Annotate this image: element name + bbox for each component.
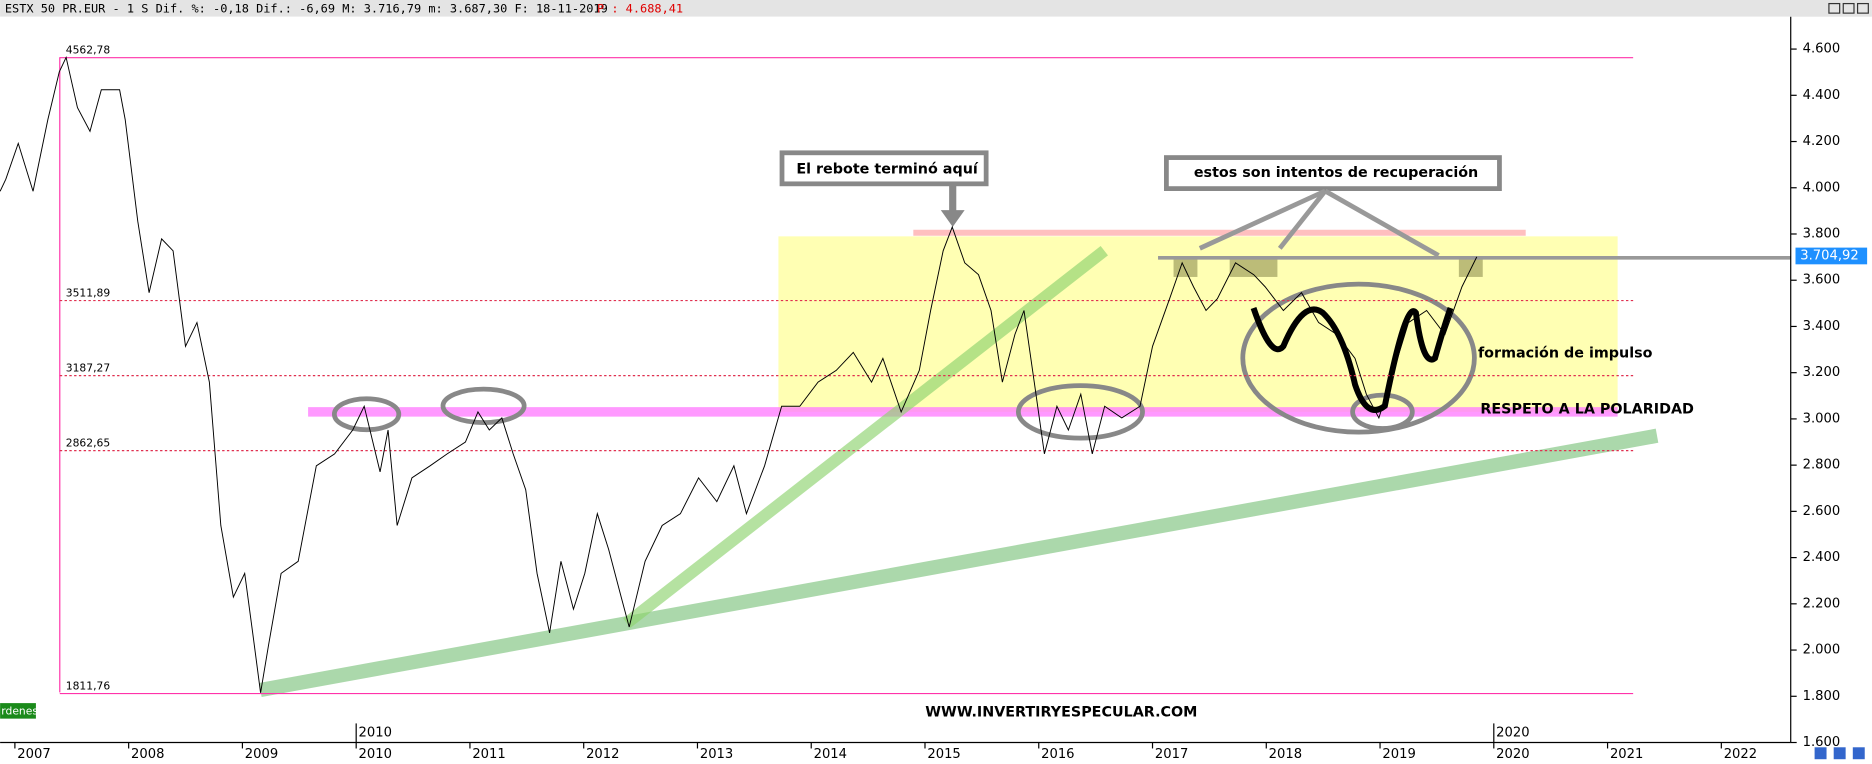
icon[interactable] — [1814, 747, 1827, 760]
y-tick-label: 1.800 — [1803, 689, 1841, 704]
annotation: estos son intentos de recuperación — [1194, 165, 1478, 181]
x-tick-label: 2014 — [814, 747, 847, 762]
y-tick-label: 3.200 — [1803, 365, 1841, 380]
x-tick-label: 2020 — [1496, 747, 1529, 762]
level-label: 3511,89 — [66, 286, 111, 299]
arrow-head — [940, 210, 965, 227]
arrow — [1198, 188, 1327, 251]
level-label: 4562,78 — [66, 44, 111, 57]
level-label: 3187,27 — [66, 361, 110, 374]
button[interactable] — [0, 703, 36, 719]
x-tick-label: 2013 — [700, 747, 733, 762]
y-tick-label: 3.400 — [1803, 319, 1841, 334]
y-tick-label: 4.400 — [1803, 88, 1841, 103]
restore[interactable] — [1842, 2, 1855, 14]
callout-box — [779, 150, 989, 187]
y-tick-label: 2.600 — [1803, 504, 1841, 519]
x-tick-label: 2022 — [1724, 747, 1757, 762]
ellipse — [440, 386, 527, 425]
callout-box — [1164, 155, 1502, 191]
ellipse — [1015, 383, 1145, 441]
bottom-icons[interactable] — [1814, 747, 1865, 760]
x-tick-label: 2011 — [472, 747, 505, 762]
marker — [1173, 256, 1198, 277]
arrow — [1323, 188, 1440, 258]
annotation: formación de impulso — [1478, 345, 1653, 361]
window-icons[interactable] — [1828, 2, 1869, 14]
y-tick-label: 2.800 — [1803, 458, 1841, 473]
close[interactable] — [1856, 2, 1869, 14]
year-marker-label: 2010 — [359, 725, 392, 740]
arrows — [1198, 188, 1440, 258]
y-tick-label: 2.400 — [1803, 550, 1841, 565]
marker — [1229, 256, 1278, 277]
ellipse — [1350, 392, 1415, 431]
trend-line — [259, 428, 1659, 698]
x-tick-label: 2015 — [927, 747, 960, 762]
y-tick-label: 1.600 — [1803, 735, 1841, 750]
price-line — [0, 55, 1478, 693]
y-tick-label: 2.000 — [1803, 643, 1841, 658]
annotation: El rebote terminó aquí — [796, 162, 979, 178]
minimize[interactable] — [1828, 2, 1841, 14]
arrow — [1277, 189, 1328, 250]
last-price-box — [1795, 247, 1868, 265]
annotation: WWW.INVERTIRYESPECULAR.COM — [925, 705, 1197, 721]
year-marker-label: 2020 — [1496, 725, 1529, 740]
annotation: RESPETO A LA POLARIDAD — [1480, 401, 1694, 417]
last-price-label: 3.704,92 — [1800, 248, 1858, 263]
icon[interactable] — [1852, 747, 1865, 760]
x-tick-label: 2010 — [359, 747, 392, 762]
y-tick-label: 4.000 — [1803, 180, 1841, 195]
y-tick-label: 3.600 — [1803, 273, 1841, 288]
header-price: P : 4.688,41 — [597, 1, 683, 15]
y-tick-label: 3.000 — [1803, 411, 1841, 426]
level-label: 1811,76 — [66, 679, 111, 692]
marker — [1458, 256, 1483, 277]
x-tick-label: 2018 — [1269, 747, 1302, 762]
markers — [1173, 256, 1483, 277]
y-tick-label: 3.800 — [1803, 226, 1841, 241]
impulse-wave — [1250, 306, 1454, 413]
ellipse — [1240, 281, 1477, 435]
x-tick-label: 2007 — [17, 747, 50, 762]
x-tick-label: 2012 — [586, 747, 619, 762]
x-tick-label: 2017 — [1155, 747, 1188, 762]
ellipse — [331, 396, 402, 433]
x-tick-label: 2009 — [245, 747, 278, 762]
icon[interactable] — [1833, 747, 1846, 760]
x-tick-label: 2016 — [1041, 747, 1074, 762]
button-label[interactable]: rdenes — [1, 704, 38, 717]
level-label: 2862,65 — [66, 436, 110, 449]
y-tick-label: 2.200 — [1803, 596, 1841, 611]
highlight-zone — [778, 236, 1618, 412]
x-tick-label: 2008 — [131, 747, 164, 762]
y-tick-label: 4.600 — [1803, 42, 1841, 57]
ellipses — [331, 281, 1477, 441]
header-text: ESTX 50 PR.EUR - 1 S Dif. %: -0,18 Dif.:… — [5, 1, 608, 15]
x-tick-label: 2019 — [1382, 747, 1415, 762]
x-tick-label: 2021 — [1610, 747, 1643, 762]
y-tick-label: 4.200 — [1803, 134, 1841, 149]
header-bar — [0, 0, 1872, 17]
